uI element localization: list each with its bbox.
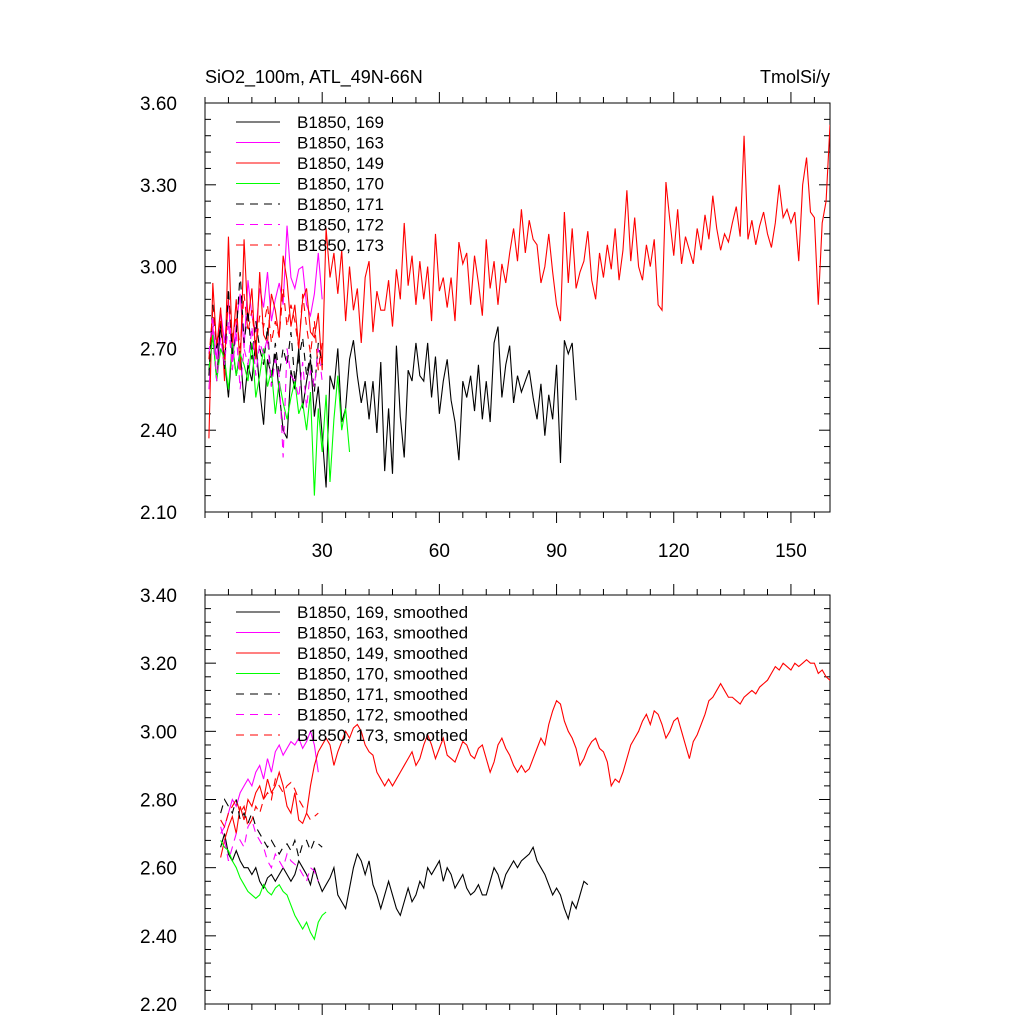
x-tick-label: 60 (429, 541, 450, 562)
series-line-4 (220, 840, 327, 941)
series-line-6 (220, 818, 319, 883)
y-tick-label: 2.40 (140, 421, 177, 442)
chart-title-left: SiO2_100m, ATL_49N-66N (205, 67, 423, 88)
legend-label: B1850, 149 (297, 154, 384, 173)
y-tick-label: 2.60 (140, 859, 177, 880)
series-line-3 (220, 659, 830, 858)
legend-label: B1850, 171 (297, 195, 384, 214)
x-tick-label: 120 (658, 541, 690, 562)
y-tick-label: 2.80 (140, 791, 177, 812)
y-tick-label: 3.60 (140, 94, 177, 115)
x-tick-label: 90 (546, 541, 567, 562)
series-line-7 (208, 288, 323, 371)
legend-label: B1850, 169 (297, 113, 384, 132)
legend-label: B1850, 172 (297, 216, 384, 235)
legend-label: B1850, 171, smoothed (297, 685, 468, 704)
series-line-3 (208, 124, 830, 439)
bottom-panel: 2.20 2.40 2.60 2.80 3.00 3.20 3.40 B1850, 169, … (140, 584, 831, 1016)
chart-title-right: TmolSi/y (760, 67, 830, 87)
legend-label: B1850, 170 (297, 175, 384, 194)
legend-label: B1850, 149, smoothed (297, 644, 468, 663)
series-group (208, 124, 830, 496)
y-tick-label: 2.40 (140, 927, 177, 948)
series-group (220, 659, 830, 941)
legend-label: B1850, 173, smoothed (297, 726, 468, 745)
series-line-1 (208, 321, 577, 488)
y-tick-label: 2.70 (140, 339, 177, 360)
series-line-4 (208, 334, 351, 496)
y-tick-label: 3.00 (140, 258, 177, 279)
top-panel: SiO2_100m, ATL_49N-66N TmolSi/y 2.10 2.40… (140, 67, 831, 562)
plot-frame (204, 102, 831, 513)
legend-label: B1850, 172, smoothed (297, 706, 468, 725)
series-line-1 (220, 833, 589, 921)
y-tick-label: 3.30 (140, 176, 177, 197)
x-tick-label: 150 (775, 541, 807, 562)
y-tick-label: 3.40 (140, 586, 177, 607)
legend-label: B1850, 169, smoothed (297, 603, 468, 622)
y-tick-label: 2.20 (140, 995, 177, 1016)
y-tick-label: 2.10 (140, 503, 177, 524)
y-tick-label: 3.00 (140, 722, 177, 743)
y-tick-label: 3.20 (140, 654, 177, 675)
series-line-5 (220, 798, 323, 858)
series-line-7 (220, 777, 319, 829)
legend-label: B1850, 170, smoothed (297, 665, 468, 684)
x-tick-label: 30 (312, 541, 333, 562)
series-line-2 (220, 729, 319, 834)
legend-label: B1850, 173 (297, 236, 384, 255)
series-line-6 (208, 315, 323, 458)
legend-label: B1850, 163 (297, 134, 384, 153)
legend-label: B1850, 163, smoothed (297, 624, 468, 643)
